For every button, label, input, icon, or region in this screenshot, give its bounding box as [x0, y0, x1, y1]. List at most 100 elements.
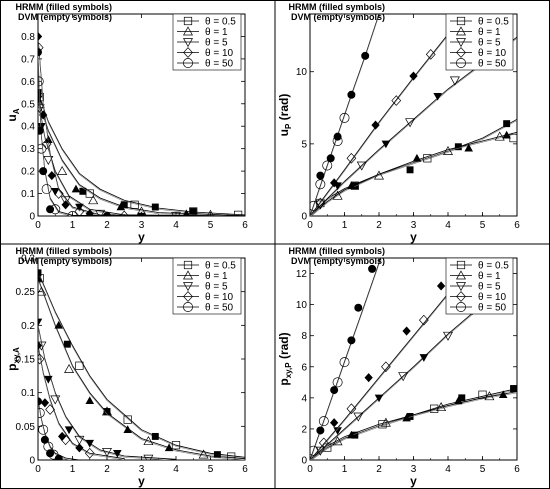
y-axis-label: pxy,P (rad) [277, 332, 293, 385]
data-point-empty [315, 179, 326, 190]
x-tick-label: 2 [104, 220, 110, 231]
legend-label: θ = 0.5 [478, 17, 509, 28]
x-tick-label: 5 [208, 220, 214, 231]
series-curve-dvm [38, 346, 125, 460]
data-point-empty [38, 76, 44, 87]
legend-label: θ = 10 [478, 292, 507, 303]
data-point-empty [143, 436, 154, 446]
data-point-empty [88, 195, 99, 205]
legend: θ = 0.5θ = 1θ = 5θ = 10θ = 50 [445, 13, 514, 71]
data-point-filled [406, 166, 414, 174]
data-point-filled [58, 431, 67, 441]
data-point-empty [227, 452, 236, 460]
data-point-empty [443, 331, 453, 341]
series-curve [310, 131, 517, 216]
data-point-empty [38, 407, 45, 418]
legend-marker [456, 260, 466, 270]
y-axis-label: uP (rad) [277, 94, 293, 137]
data-point-filled [54, 320, 63, 329]
series-triangle-up [38, 273, 245, 460]
series-diamond [38, 31, 245, 216]
y-axis-label-subscript: xy,A [12, 347, 21, 364]
data-point-empty [74, 206, 85, 216]
y-tick-label: 0 [29, 212, 35, 223]
legend-label: θ = 1 [478, 27, 501, 38]
x-tick-label: 1 [70, 220, 76, 231]
x-tick-label: 3 [139, 220, 145, 231]
legend-note: HRMM (filled symbols) [288, 2, 385, 12]
legend: θ = 0.5θ = 1θ = 5θ = 10θ = 50 [172, 13, 242, 71]
data-point-filled [333, 132, 342, 141]
x-tick-label: 4 [173, 464, 179, 475]
data-point-filled [374, 394, 384, 403]
x-tick-label: 1 [342, 220, 348, 231]
y-tick-label: 0.1 [21, 388, 35, 399]
data-point-empty [339, 112, 350, 123]
x-tick-label: 3 [411, 220, 417, 231]
data-point-empty [38, 353, 45, 365]
y-tick-label: 0.2 [21, 167, 35, 178]
data-point-filled [433, 92, 442, 101]
data-point-empty [418, 314, 429, 326]
y-axis-label-subscript: xy,P [284, 362, 293, 379]
data-point-empty [310, 200, 319, 211]
series-curve-dvm [38, 93, 245, 216]
data-point-empty [119, 210, 130, 216]
data-point-empty [43, 156, 54, 166]
y-tick-label: 2 [301, 424, 307, 435]
data-point-filled [510, 385, 517, 392]
data-point-filled [354, 303, 363, 312]
chart-panel-c: 0 1 2 3 4 5 6 0 0.05 0.1 0.15 0.2 0.25 0.3 y pxy,A HRMM … [5, 246, 248, 488]
legend-label: θ = 0.5 [478, 261, 509, 272]
data-point-filled [75, 203, 84, 212]
y-axis-label: pxy,A [5, 347, 21, 371]
data-point-empty [332, 190, 343, 200]
series-curve [310, 388, 517, 460]
data-point-empty [64, 363, 75, 373]
legend-label: θ = 0.5 [205, 17, 236, 28]
x-tick-label: 5 [480, 464, 486, 475]
data-point-filled [64, 426, 74, 435]
data-point-empty [84, 447, 95, 459]
y-tick-label: 0.7 [21, 54, 35, 65]
series-triangle-up [310, 390, 517, 460]
x-axis-label: y [138, 230, 145, 244]
y-axis-label-main: p [5, 363, 19, 370]
x-tick-label: 4 [445, 464, 451, 475]
data-point-filled [39, 110, 48, 120]
y-tick-label: 0 [29, 456, 35, 467]
data-point-empty [310, 445, 319, 456]
legend-marker [183, 291, 193, 302]
data-point-empty [75, 361, 84, 370]
data-point-empty [67, 211, 78, 216]
y-tick-label: 0.3 [21, 254, 35, 265]
data-point-filled [454, 396, 463, 405]
data-point-empty [322, 160, 333, 171]
data-point-empty [57, 165, 68, 175]
series-curve [310, 391, 517, 460]
data-point-empty [478, 390, 487, 399]
series-curve-dvm [38, 100, 231, 216]
series-triangle-up [310, 130, 517, 216]
series-curve [310, 14, 380, 216]
data-point-empty [102, 448, 112, 458]
legend-label: θ = 10 [205, 292, 234, 303]
data-point-filled [409, 71, 418, 81]
y-axis-label-main: u [277, 129, 291, 136]
data-point-filled [347, 430, 356, 439]
data-point-filled [364, 373, 373, 383]
data-point-empty [332, 436, 343, 446]
data-point-empty [443, 145, 453, 155]
legend-marker [456, 47, 466, 58]
data-point-filled [63, 340, 71, 348]
y-tick-label: 0.1 [21, 189, 35, 200]
data-point-filled [46, 449, 55, 458]
y-tick-label: 0.3 [21, 144, 35, 155]
data-point-filled [347, 181, 356, 189]
legend-label: θ = 5 [478, 282, 501, 293]
x-tick-label: 3 [411, 464, 417, 475]
x-tick-label: 6 [242, 220, 248, 231]
y-axis-label: uA [5, 108, 21, 121]
data-point-empty [353, 412, 364, 422]
